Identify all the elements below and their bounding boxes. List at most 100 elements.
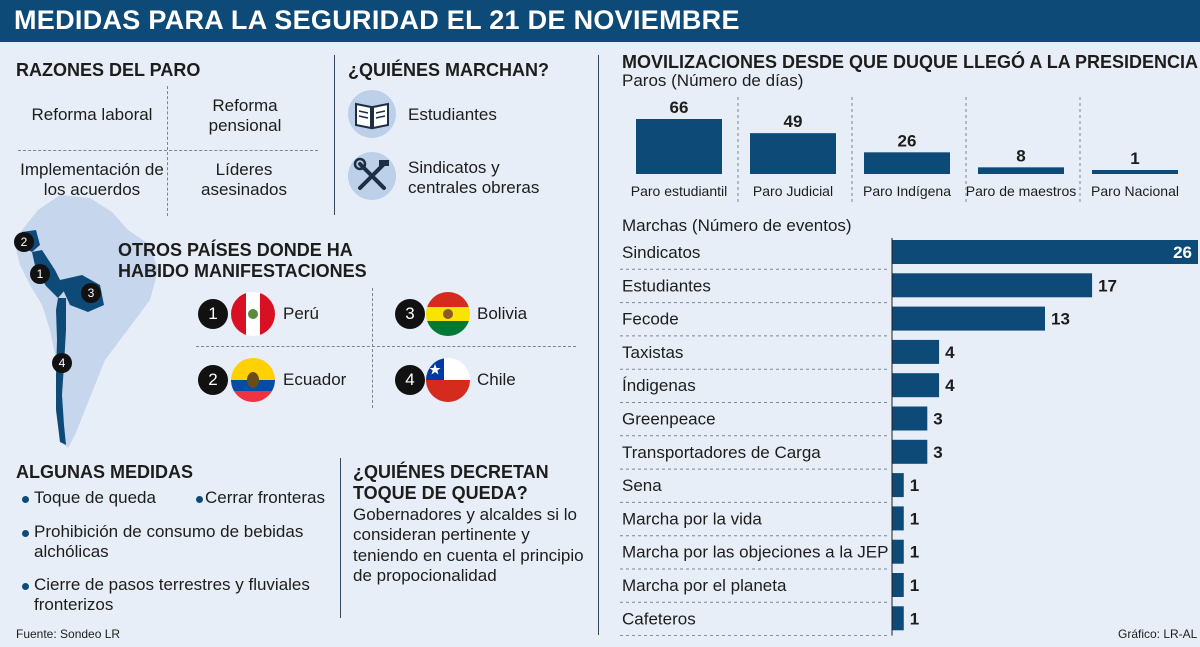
razones-divider-h [18,150,318,151]
country-number: 4 [395,365,425,395]
medida-item: Cierre de pasos terrestres y fluviales f… [34,575,310,615]
paros-value-label: 66 [670,98,689,117]
marchas-category-label: Índigenas [622,376,696,395]
paros-category-label: Paro de maestros [966,183,1077,199]
country-number: 3 [395,299,425,329]
marchas-value-label: 13 [1051,310,1070,329]
marchas-value-label: 1 [910,543,919,562]
marchas-bar [892,339,940,364]
marchas-bar [892,573,904,597]
marchas-bar [892,606,904,631]
page-title: MEDIDAS PARA LA SEGURIDAD EL 21 DE NOVIE… [14,5,740,35]
quienes-decretan-text: Gobernadores y alcaldes si lo consideran… [353,505,584,586]
razon-item: Implementación de los acuerdos [20,160,164,200]
marchan-item-sindicatos: Sindicatos y centrales obreras [408,158,540,198]
section-divider [340,458,341,618]
marchas-category-label: Cafeteros [622,609,696,628]
marchas-bar [892,506,904,531]
paros-bar [636,119,722,174]
country-name: Chile [477,370,516,389]
source-note: Fuente: Sondeo LR [16,627,121,641]
country-name: Ecuador [283,370,347,389]
marchas-category-label: Estudiantes [622,276,711,295]
section-divider [334,55,335,215]
marchas-value-label: 26 [1173,243,1192,262]
bullet-icon [196,496,203,503]
marchas-value-label: 3 [933,410,942,429]
country-number: 1 [198,299,228,329]
country-name: Perú [283,304,319,323]
book-icon [348,90,396,138]
razones-title: RAZONES DEL PARO [16,60,201,80]
marchas-bar [892,406,928,431]
paros-value-label: 26 [898,131,917,150]
marchas-value-label: 4 [945,376,955,395]
razon-item: Reforma pensional [208,96,282,136]
header-bar [0,0,1200,42]
paros-bar [978,167,1064,174]
razones-divider-v [167,86,168,216]
paros-value-label: 8 [1016,146,1025,165]
marchan-item-estudiantes: Estudiantes [408,105,497,124]
marchas-category-label: Sindicatos [622,243,700,262]
bullet-icon [22,496,29,503]
marchas-category-label: Fecode [622,310,679,329]
medida-item: Toque de queda [34,488,156,507]
quienes-marchan-title: ¿QUIÉNES MARCHAN? [348,60,549,80]
marchas-bar [892,273,1093,298]
map-marker-2: 2 [14,232,34,252]
bullet-icon [22,583,29,590]
map-marker-3: 3 [81,283,101,303]
marchas-bar [892,306,1045,331]
quienes-decretan-title-1: ¿QUIÉNES DECRETAN [353,462,549,482]
paros-bar [864,152,950,174]
paros-category-label: Paro Nacional [1091,183,1179,199]
paros-category-label: Paro estudiantil [631,183,728,199]
marchas-value-label: 4 [945,343,955,362]
marchas-category-label: Marcha por la vida [622,509,762,528]
medida-item: Prohibición de consumo de bebidas alchól… [34,522,304,562]
column-divider [598,55,599,635]
paros-value-label: 1 [1130,149,1139,168]
marchas-category-label: Greenpeace [622,410,716,429]
marchas-value-label: 17 [1098,276,1117,295]
country-number: 2 [198,365,228,395]
marchas-category-label: Transportadores de Carga [622,443,821,462]
country-name: Bolivia [477,304,528,323]
paros-category-label: Paro Indígena [863,183,951,199]
chile-flag-icon [426,358,470,402]
paros-value-label: 49 [784,112,803,131]
marchas-value-label: 1 [910,509,919,528]
movilizaciones-title: MOVILIZACIONES DESDE QUE DUQUE LLEGÓ A L… [622,52,1199,72]
marchas-bar [892,539,904,564]
marchas-category-label: Sena [622,476,662,495]
bullet-icon [22,530,29,537]
map-marker-4: 4 [52,353,72,373]
paros-chart: 66 Paro estudiantil 49 Paro Judicial 26 Paro … [620,92,1190,207]
marchas-bar [892,439,928,464]
marchas-value-label: 3 [933,443,942,462]
marchas-category-label: Taxistas [622,343,683,362]
medida-item: Cerrar fronteras [205,488,325,507]
quienes-decretan-title-2: TOQUE DE QUEDA? [353,483,528,503]
algunas-medidas-title: ALGUNAS MEDIDAS [16,462,194,482]
marchas-bar [892,240,1198,264]
marchas-bar [892,473,904,498]
otros-paises-title-2: HABIDO MANIFESTACIONES [118,261,367,281]
paros-bar [1092,170,1178,174]
countries-divider-v [372,288,373,408]
marchas-category-label: Marcha por el planeta [622,576,787,595]
credit-note: Gráfico: LR-AL [1118,627,1198,641]
marchas-value-label: 1 [910,609,919,628]
marchas-category-label: Marcha por las objeciones a la JEP [622,543,888,562]
marchas-chart: Sindicatos 26 Estudiantes 17 Fecode 13 Taxista… [620,236,1200,637]
south-america-map [15,195,158,448]
paros-bar [750,133,836,174]
razon-item: Reforma laboral [31,105,153,124]
map-marker-1: 1 [30,264,50,284]
razon-item: Líderes asesinados [200,160,287,200]
marchas-bar [892,373,940,398]
marchas-value-label: 1 [910,576,919,595]
bolivia-flag-icon [426,292,470,336]
peru-flag-icon [231,292,275,336]
